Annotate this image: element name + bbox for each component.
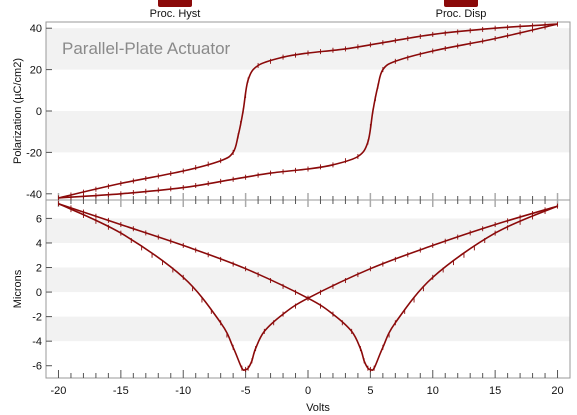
displacement-y-tick-label: 4 [36, 238, 42, 250]
displacement-y-tick-label: 2 [36, 263, 42, 275]
displacement-y-tick-label: -6 [32, 361, 42, 373]
displacement-y-tick-label: -4 [32, 336, 42, 348]
displacement-y-tick-label: -2 [32, 312, 42, 324]
polarization-y-tick-label: -20 [26, 147, 42, 159]
displacement-band [46, 267, 570, 293]
proc-disp-label: Proc. Disp [435, 8, 487, 20]
x-tick-label: -5 [241, 385, 251, 397]
polarization-y-tick-label: 0 [36, 106, 42, 118]
proc-hyst-button[interactable] [158, 0, 192, 7]
polarization-descending-branch [58, 23, 558, 199]
displacement-band [46, 218, 570, 243]
x-tick-label: 15 [489, 385, 501, 397]
x-tick-label: -20 [51, 385, 67, 397]
polarization-axis-label: Polarization (µC/cm2) [12, 58, 24, 164]
x-tick-label: 20 [551, 385, 563, 397]
polarization-y-tick-label: -40 [26, 189, 42, 201]
polarization-ascending-branch [58, 23, 558, 199]
polarization-y-tick-label: 40 [30, 23, 42, 35]
displacement-band [46, 316, 570, 342]
polarization-y-tick-label: 20 [30, 65, 42, 77]
microns-axis-label: Microns [12, 269, 24, 308]
x-tick-label: 5 [367, 385, 373, 397]
chart-title: Parallel-Plate Actuator [62, 39, 231, 58]
proc-disp-button[interactable] [444, 0, 478, 7]
x-tick-label: 10 [427, 385, 439, 397]
polarization-band [46, 28, 570, 70]
volts-axis-label: Volts [306, 402, 330, 414]
proc-hyst-label: Proc. Hyst [149, 8, 201, 20]
displacement-y-tick-label: 6 [36, 213, 42, 225]
x-tick-label: -15 [113, 385, 129, 397]
polarization-band [46, 111, 570, 153]
x-tick-label: -10 [175, 385, 191, 397]
x-tick-label: 0 [305, 385, 311, 397]
displacement-y-tick-label: 0 [36, 287, 42, 299]
